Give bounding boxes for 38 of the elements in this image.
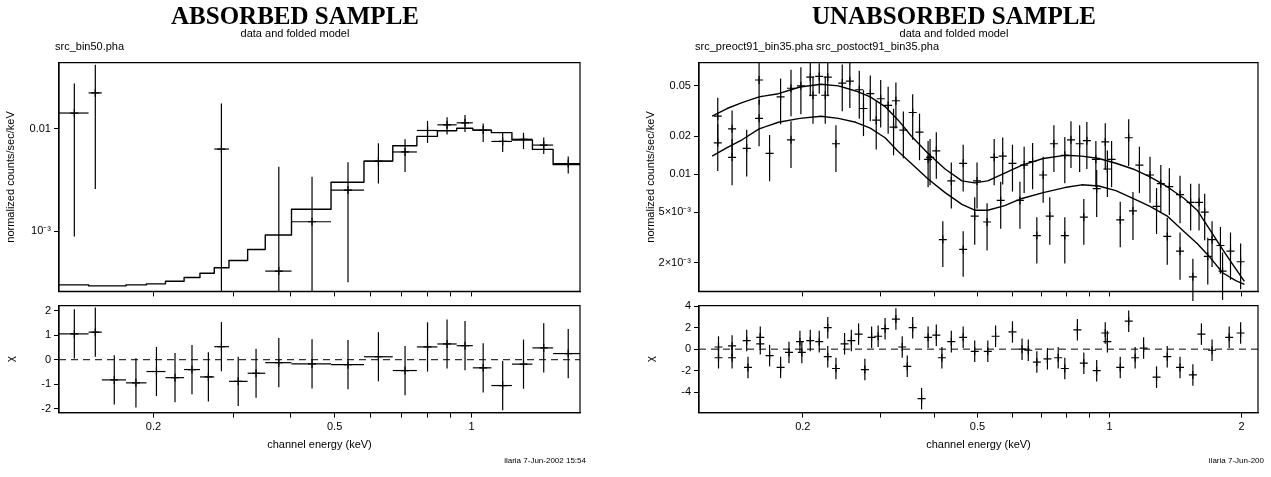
y-tick-label: 0.05 [669,78,691,91]
x-tick-label: 0.5 [326,420,343,433]
y-tick-label: 0 [684,342,691,355]
y-tick-label: 5×10⁻³ [658,205,692,218]
chart-subtitle: data and folded model [898,27,1010,39]
y-tick-label: 1 [44,328,51,341]
y-tick-label: 0.02 [669,129,691,142]
chart-title: UNABSORBED SAMPLE [810,2,1098,29]
x-tick-label: 2 [1238,420,1245,433]
x-tick-label: 0.2 [795,420,811,433]
y-tick-label: 2 [684,320,691,333]
y-axis-title: normalized counts/sec/keV [3,110,16,243]
x-axis-title: channel energy (keV) [926,438,1031,451]
text: src_preoct91_bin35.pha src_postoct91_bin35.pha [694,39,940,53]
y-tick-label: -1 [41,377,51,390]
x-tick-label: 1 [468,420,475,433]
y-tick-label: 0.01 [29,121,51,134]
text: ilaria 7-Jun-2002 15:54 [503,456,587,466]
y-axis-title: χ [3,355,16,362]
x-tick-label: 0.2 [145,420,162,433]
y-tick-label: 0.01 [669,167,691,180]
y-tick-label: -4 [681,385,691,398]
y-tick-label: 10⁻³ [31,224,52,237]
y-tick-label: -2 [41,401,51,414]
y-axis-title: normalized counts/sec/keV [643,110,656,243]
y-tick-label: -2 [681,363,691,376]
y-tick-label: 2 [44,303,51,316]
x-axis-title: channel energy (keV) [267,438,372,451]
chart-title: ABSORBED SAMPLE [170,2,420,29]
y-tick-label: 2×10⁻³ [658,255,692,268]
y-tick-label: 0 [44,352,51,365]
text: ilaria 7-Jun-200 [1207,456,1265,466]
y-axis-title: χ [643,355,656,362]
y-tick-label: 4 [684,299,691,312]
x-tick-label: 0.5 [969,420,986,433]
chart-subtitle: data and folded model [239,27,351,39]
x-tick-label: 1 [1106,420,1113,433]
text: src_bin50.pha [54,39,126,53]
